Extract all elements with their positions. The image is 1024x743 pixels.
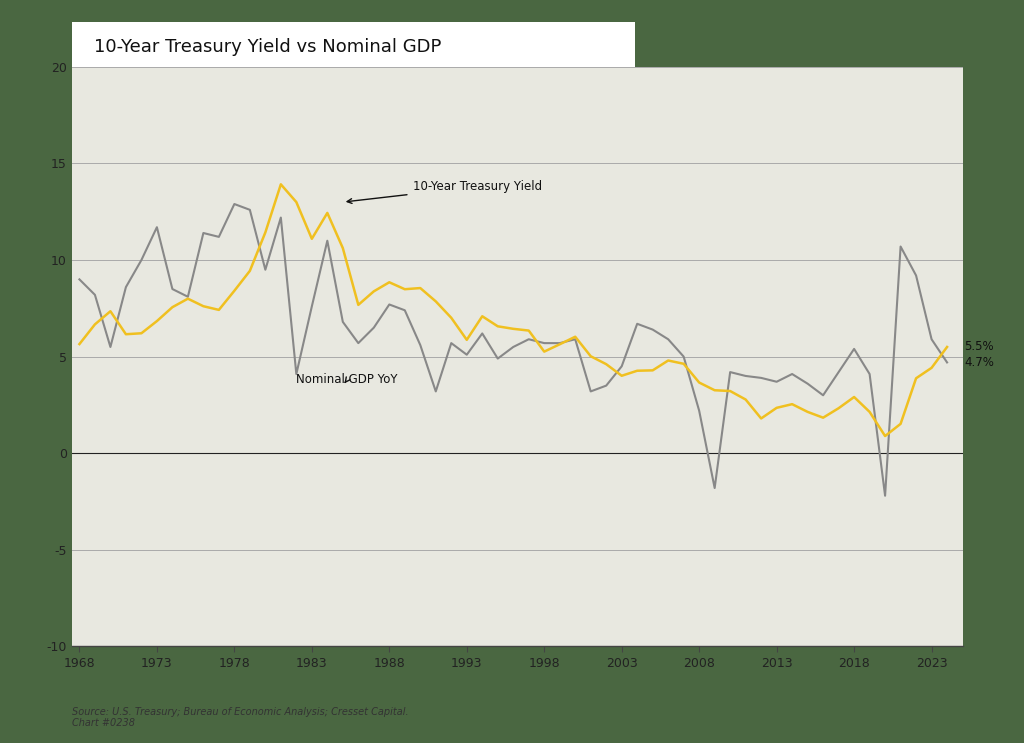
Text: Nominal GDP YoY: Nominal GDP YoY: [296, 373, 398, 386]
Text: 4.7%: 4.7%: [965, 356, 994, 369]
Text: 5.5%: 5.5%: [965, 340, 993, 354]
Text: 10-Year Treasury Yield: 10-Year Treasury Yield: [347, 180, 542, 204]
Text: Source: U.S. Treasury; Bureau of Economic Analysis; Cresset Capital.
Chart #0238: Source: U.S. Treasury; Bureau of Economi…: [72, 707, 409, 728]
Text: 10-Year Treasury Yield vs Nominal GDP: 10-Year Treasury Yield vs Nominal GDP: [94, 38, 441, 56]
